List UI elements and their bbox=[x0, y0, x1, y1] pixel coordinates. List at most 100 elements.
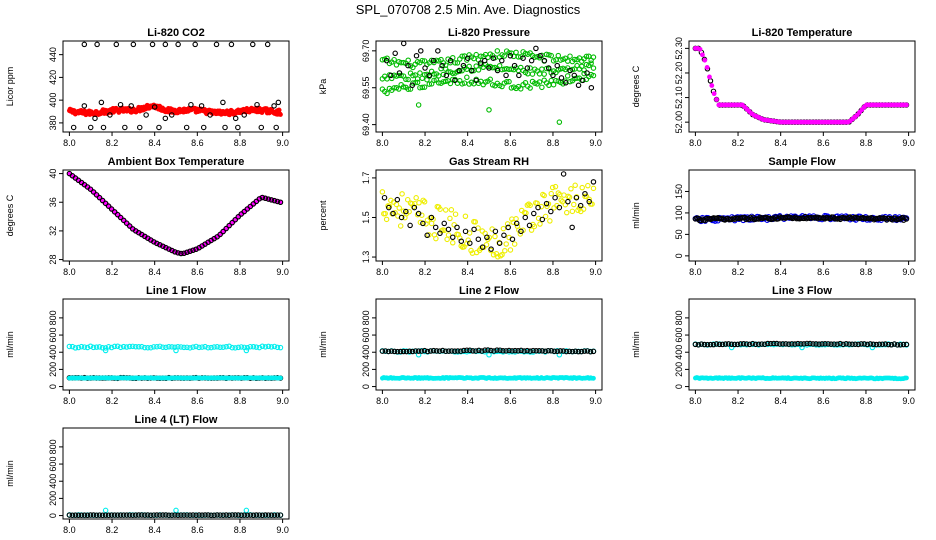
x-tick-label: 8.8 bbox=[547, 396, 560, 406]
data-point bbox=[114, 211, 121, 218]
data-point bbox=[84, 344, 91, 351]
data-point bbox=[855, 341, 861, 348]
y-tick-label: 400 bbox=[48, 345, 58, 360]
data-point bbox=[211, 512, 217, 519]
data-point bbox=[541, 57, 548, 64]
x-tick-label: 8.2 bbox=[106, 396, 119, 406]
x-tick-label: 8.6 bbox=[504, 267, 517, 277]
x-tick-label: 8.0 bbox=[376, 396, 389, 406]
data-point bbox=[573, 194, 580, 201]
data-point bbox=[441, 220, 447, 227]
data-point bbox=[418, 348, 425, 354]
data-point bbox=[711, 91, 717, 97]
plot-area bbox=[66, 41, 283, 131]
data-point bbox=[386, 204, 392, 211]
data-point bbox=[527, 85, 533, 91]
x-tick-label: 8.2 bbox=[419, 396, 432, 406]
data-series bbox=[692, 45, 910, 125]
data-point bbox=[262, 195, 269, 202]
y-tick-label: 200 bbox=[361, 362, 371, 377]
x-tick-label: 9.0 bbox=[589, 396, 602, 406]
data-point bbox=[542, 348, 548, 354]
data-point bbox=[529, 71, 536, 77]
data-point bbox=[725, 341, 732, 347]
data-point bbox=[184, 512, 190, 518]
data-point bbox=[264, 41, 271, 48]
data-point bbox=[494, 48, 501, 54]
data-point bbox=[491, 348, 497, 354]
data-point bbox=[90, 512, 97, 518]
data-point bbox=[406, 348, 413, 354]
data-point bbox=[478, 53, 484, 60]
data-point bbox=[515, 54, 522, 60]
data-point bbox=[433, 348, 440, 354]
data-point bbox=[151, 512, 157, 518]
data-point bbox=[409, 82, 415, 89]
data-point bbox=[734, 341, 741, 348]
x-tick-label: 8.4 bbox=[461, 138, 474, 148]
y-tick-label: 800 bbox=[48, 439, 58, 454]
data-point bbox=[548, 348, 555, 354]
plot-frame bbox=[688, 40, 916, 133]
data-point bbox=[424, 76, 430, 83]
x-tick-label: 8.8 bbox=[234, 267, 247, 277]
data-point bbox=[551, 348, 558, 355]
data-point bbox=[792, 341, 798, 347]
data-point bbox=[894, 342, 901, 348]
data-series bbox=[379, 375, 596, 381]
data-point bbox=[707, 78, 714, 84]
data-point bbox=[442, 207, 449, 213]
y-tick-label: 1.7 bbox=[361, 172, 371, 185]
data-point bbox=[66, 343, 73, 350]
data-series bbox=[66, 343, 284, 354]
data-point bbox=[555, 52, 562, 59]
data-point bbox=[545, 65, 552, 71]
data-point bbox=[235, 124, 241, 131]
data-point bbox=[879, 341, 886, 347]
data-point bbox=[87, 343, 94, 349]
data-point bbox=[450, 70, 456, 77]
data-point bbox=[535, 204, 541, 211]
data-point bbox=[539, 348, 545, 354]
data-point bbox=[190, 512, 196, 518]
data-point bbox=[452, 60, 458, 66]
data-point bbox=[467, 347, 473, 354]
x-tick-label: 8.4 bbox=[148, 525, 161, 535]
plot-frame bbox=[688, 298, 916, 391]
x-tick-label: 9.0 bbox=[589, 138, 602, 148]
plot-frame bbox=[62, 427, 290, 520]
data-point bbox=[169, 344, 175, 350]
x-tick-label: 8.6 bbox=[817, 138, 830, 148]
data-point bbox=[69, 512, 76, 518]
data-point bbox=[813, 341, 819, 347]
data-point bbox=[885, 341, 892, 348]
data-point bbox=[482, 347, 488, 353]
data-point bbox=[397, 348, 404, 355]
data-point bbox=[222, 124, 228, 131]
data-point bbox=[169, 247, 175, 254]
data-point bbox=[518, 347, 524, 354]
data-point bbox=[531, 210, 537, 217]
data-point bbox=[553, 77, 559, 84]
data-point bbox=[731, 341, 738, 348]
data-point bbox=[178, 512, 184, 518]
data-point bbox=[69, 343, 76, 350]
data-point bbox=[568, 186, 574, 192]
data-point bbox=[565, 198, 571, 205]
data-point bbox=[172, 344, 178, 350]
data-point bbox=[238, 512, 245, 519]
data-point bbox=[490, 55, 497, 61]
data-point bbox=[900, 341, 907, 348]
data-point bbox=[432, 224, 439, 231]
data-point bbox=[499, 251, 505, 258]
x-tick-label: 8.6 bbox=[817, 396, 830, 406]
x-tick-label: 9.0 bbox=[902, 267, 915, 277]
data-point bbox=[111, 512, 118, 518]
x-tick-label: 8.0 bbox=[63, 138, 76, 148]
chart-title: Line 4 (LT) Flow bbox=[135, 414, 218, 426]
data-point bbox=[406, 208, 412, 215]
data-point bbox=[187, 512, 193, 518]
data-point bbox=[259, 194, 266, 201]
data-point bbox=[437, 206, 443, 212]
data-point bbox=[470, 348, 476, 354]
